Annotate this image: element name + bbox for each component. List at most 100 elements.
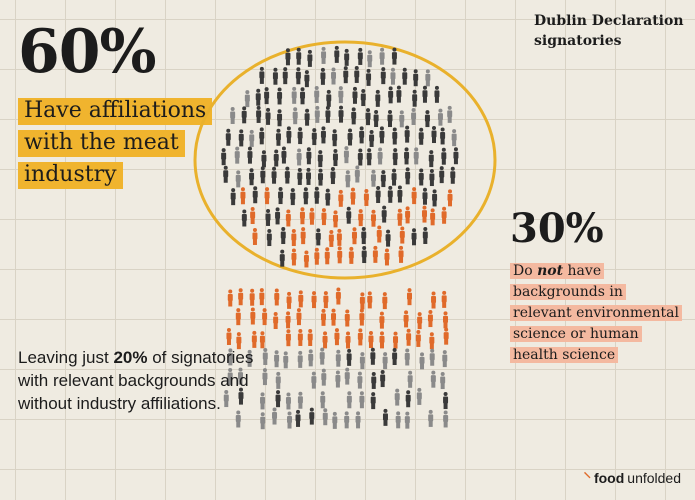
signatory-figure <box>238 288 244 306</box>
signatory-figure <box>241 106 247 124</box>
signatory-figure <box>234 146 240 164</box>
signatory-figure <box>285 329 291 347</box>
signatory-figure <box>314 186 320 204</box>
signatory-figure <box>354 65 360 83</box>
signatory-figure <box>320 126 326 144</box>
signatory-figure <box>406 328 412 346</box>
signatory-figure <box>331 308 337 326</box>
signatory-figure <box>296 308 302 326</box>
signatory-figure <box>297 328 303 346</box>
signatory-figure <box>359 292 365 310</box>
signatory-figure <box>326 89 332 107</box>
signatory-figure <box>396 85 402 103</box>
signatory-figure <box>404 125 410 143</box>
signatory-figure <box>379 126 385 144</box>
stat-60-value: 60% <box>18 17 157 87</box>
signatory-figures <box>221 45 459 430</box>
signatory-figure <box>429 348 435 366</box>
signatory-figure <box>424 110 430 128</box>
signatory-figure <box>274 350 280 368</box>
signatory-figure <box>278 187 284 205</box>
signatory-figure <box>422 187 428 205</box>
signatory-figure <box>406 288 412 306</box>
signatory-figure <box>299 207 305 225</box>
stat-30-line-4: science or human <box>510 324 642 344</box>
signatory-figure <box>392 148 398 166</box>
signatory-figure <box>366 68 372 86</box>
signatory-figure <box>404 147 410 165</box>
signatory-figure <box>330 167 336 185</box>
signatory-figure <box>334 45 340 63</box>
signatory-figure <box>404 411 410 429</box>
signatory-figure <box>419 352 425 370</box>
signatory-figure <box>262 347 268 365</box>
signatory-figure <box>265 107 271 125</box>
signatory-figure <box>428 150 434 168</box>
signatory-figure <box>314 105 320 123</box>
signatory-figure <box>355 411 361 429</box>
signatory-figure <box>365 108 371 126</box>
signatory-figure <box>441 147 447 165</box>
signatory-figure <box>382 352 388 370</box>
signatory-figure <box>382 408 388 426</box>
signatory-figure <box>298 290 304 308</box>
signatory-figure <box>275 390 281 408</box>
signatory-figure <box>303 187 309 205</box>
signatory-figure <box>359 352 365 370</box>
signatory-figure <box>413 69 419 87</box>
signatory-figure <box>451 129 457 147</box>
signatory-figure <box>286 126 292 144</box>
signatory-figure <box>352 86 358 104</box>
signatory-figure <box>429 169 435 187</box>
signatory-figure <box>238 129 244 147</box>
signatory-figure <box>287 411 293 429</box>
signatory-figure <box>347 128 353 146</box>
signatory-figure <box>235 410 241 428</box>
signatory-figure <box>260 412 266 430</box>
signatory-figure <box>223 390 229 408</box>
signatory-figure <box>373 109 379 127</box>
signatory-figure <box>311 291 317 309</box>
signatory-figure <box>322 408 328 426</box>
signatory-figure <box>351 107 357 125</box>
signatory-figure <box>411 107 417 125</box>
signatory-figure <box>391 168 397 186</box>
signatory-figure <box>429 332 435 350</box>
signatory-figure <box>344 48 350 66</box>
signatory-figure <box>337 246 343 264</box>
signatory-figure <box>284 166 290 184</box>
signatory-figure <box>417 312 423 330</box>
affiliation-circle <box>193 40 497 280</box>
signatory-figure <box>281 146 287 164</box>
signatory-figure <box>274 288 280 306</box>
logo-mark-icon: ⸌ <box>583 470 591 487</box>
signatory-figure <box>411 187 417 205</box>
signatory-figure <box>256 105 262 123</box>
signatory-figure <box>321 46 327 64</box>
signatory-figure <box>380 170 386 188</box>
signatory-figure <box>259 66 265 84</box>
signatory-figure <box>443 327 449 345</box>
signatory-figure <box>439 166 445 184</box>
stat-30-line-2: backgrounds in <box>510 282 626 302</box>
signatory-figure <box>238 367 244 385</box>
signatory-figure <box>265 208 271 226</box>
title-line-2: signatories <box>534 33 622 49</box>
stat-60-line-3: industry <box>18 160 123 190</box>
logo-text-food: food <box>593 470 625 486</box>
signatory-figure <box>441 290 447 308</box>
signatory-figure <box>275 371 281 389</box>
signatory-figure <box>418 127 424 145</box>
signatory-figure <box>315 228 321 246</box>
signatory-figure <box>399 110 405 128</box>
signatory-figure <box>333 210 339 228</box>
signatory-figure <box>443 410 449 428</box>
signatory-figure <box>359 126 365 144</box>
signatory-figure <box>360 89 366 107</box>
signatory-figure <box>379 331 385 349</box>
signatory-figure <box>295 67 301 85</box>
signatory-figure <box>271 166 277 184</box>
signatory-figure <box>415 329 421 347</box>
signatory-figure <box>306 147 312 165</box>
